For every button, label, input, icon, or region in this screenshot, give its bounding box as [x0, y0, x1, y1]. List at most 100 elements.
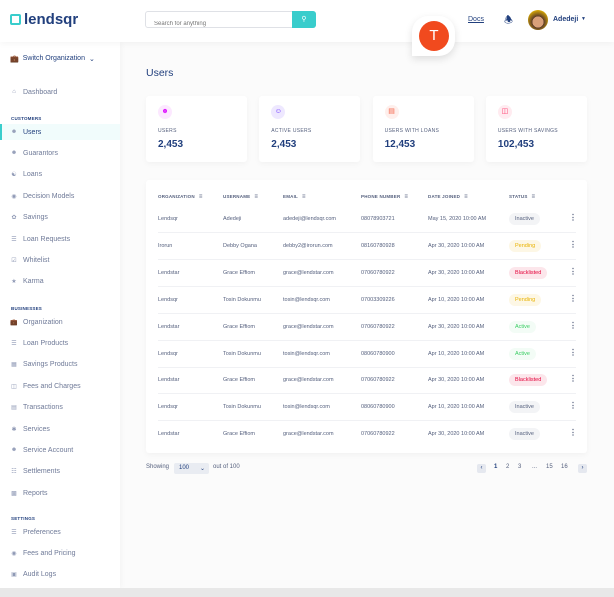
page-3[interactable]: 3: [518, 464, 522, 470]
more-options-icon[interactable]: ⋮: [569, 266, 577, 276]
sidebar-item-label: Loan Requests: [23, 235, 71, 243]
filter-icon[interactable]: ≡: [198, 194, 203, 200]
table-row[interactable]: Lendstar Grace Effiom grace@lendstar.com 07…: [158, 260, 577, 287]
page-15[interactable]: 15: [546, 464, 553, 470]
sidebar-item-services[interactable]: ✱ Services: [0, 421, 120, 437]
cell-date-joined: Apr 30, 2020 10:00 AM: [428, 242, 485, 249]
bell-icon[interactable]: 🕭: [504, 15, 513, 26]
more-options-icon[interactable]: ⋮: [569, 293, 577, 303]
filter-icon[interactable]: ≡: [404, 194, 409, 200]
table-row[interactable]: Lendstar Grace Effiom grace@lendstar.com 07…: [158, 314, 577, 341]
table-row[interactable]: Lendstar Grace Effiom grace@lendstar.com 07…: [158, 367, 577, 395]
filter-icon[interactable]: ≡: [254, 194, 259, 200]
prev-page-button[interactable]: ‹: [477, 464, 486, 473]
bottom-bar: [0, 588, 614, 597]
sidebar-item-loan-products[interactable]: ☰ Loan Products: [0, 335, 120, 351]
sidebar-item-reports[interactable]: ▩ Reports: [0, 485, 120, 501]
docs-link[interactable]: Docs: [468, 16, 484, 23]
sidebar-item-settlements[interactable]: ☷ Settlements: [0, 464, 120, 480]
table-row[interactable]: Lendsqr Tosin Dokunmu tosin@lendsqr.com 070…: [158, 287, 577, 314]
status-badge: Inactive: [509, 213, 540, 225]
cell-organization: Lendstar: [158, 377, 180, 384]
column-header-phone-number[interactable]: PHONE NUMBER ≡: [361, 194, 408, 200]
sidebar-item-organization[interactable]: 💼 Organization: [0, 314, 120, 330]
more-options-icon[interactable]: ⋮: [569, 374, 577, 384]
cell-email: tosin@lendsqr.com: [283, 296, 330, 303]
status-badge: Inactive: [509, 428, 540, 441]
sidebar-item-decision-models[interactable]: ◉ Decision Models: [0, 188, 120, 204]
filter-icon[interactable]: ≡: [531, 194, 536, 200]
sidebar-item-transactions[interactable]: ▤ Transactions: [0, 400, 120, 416]
column-header-label: STATUS: [509, 194, 528, 199]
sidebar-item-audit-logs[interactable]: ▣ Audit Logs: [0, 567, 120, 583]
column-header-label: ORGANIZATION: [158, 194, 195, 199]
table-row[interactable]: Lendsqr Tosin Dokunmu tosin@lendsqr.com 080…: [158, 394, 577, 422]
sidebar-item-guarantors[interactable]: ☻ Guarantors: [0, 145, 120, 161]
cell-date-joined: Apr 30, 2020 10:00 AM: [428, 377, 485, 384]
cell-email: grace@lendstar.com: [283, 323, 334, 330]
table-row[interactable]: Lendsqr Tosin Dokunmu tosin@lendsqr.com 080…: [158, 341, 577, 368]
sidebar-item-loan-requests[interactable]: ☰ Loan Requests: [0, 231, 120, 247]
per-page-select[interactable]: 100 ⌄: [174, 463, 209, 474]
cell-email: tosin@lendsqr.com: [283, 404, 330, 411]
sidebar-item-service-account[interactable]: ☻ Service Account: [0, 442, 120, 458]
column-header-date-joined[interactable]: DATE JOINED ≡: [428, 194, 468, 200]
logo[interactable]: lendsqr: [10, 11, 78, 28]
user-name[interactable]: Adedeji: [553, 16, 579, 23]
table-row[interactable]: Irorun Debby Ogana debby2@irorun.com 081607…: [158, 233, 577, 260]
users-icon: ☻: [10, 129, 18, 135]
more-options-icon[interactable]: ⋮: [569, 239, 577, 249]
chevron-down-icon: ⌄: [88, 56, 95, 63]
more-options-icon[interactable]: ⋮: [569, 213, 577, 222]
next-page-button[interactable]: ›: [578, 464, 587, 473]
sidebar-item-fees-and-charges[interactable]: ◫ Fees and Charges: [0, 378, 120, 394]
cell-organization: Lendsqr: [158, 404, 178, 411]
sidebar-item-label: Audit Logs: [23, 571, 57, 579]
page-16[interactable]: 16: [561, 464, 568, 470]
loans-icon: ☯: [11, 172, 17, 179]
table-row[interactable]: Lendstar Grace Effiom grace@lendstar.com 07…: [158, 421, 577, 448]
status-badge: Inactive: [509, 401, 540, 414]
caret-down-icon[interactable]: ▼: [581, 16, 586, 22]
sidebar-item-users[interactable]: ☻ Users: [0, 124, 120, 140]
sidebar-item-karma[interactable]: ★ Karma: [0, 274, 120, 290]
page-1[interactable]: 1: [494, 464, 498, 470]
column-header-email[interactable]: EMAIL ≡: [283, 194, 306, 200]
column-header-username[interactable]: USERNAME ≡: [223, 194, 258, 200]
avatar[interactable]: [528, 10, 548, 30]
cell-email: grace@lendstar.com: [283, 431, 334, 438]
sidebar-item-label: Savings: [23, 214, 48, 222]
table-row[interactable]: Lendsqr Adedeji adedeji@lendsqr.com 0807890…: [158, 206, 577, 233]
cell-organization: Lendstar: [158, 431, 180, 438]
floating-avatar[interactable]: T: [412, 16, 455, 56]
cell-organization: Lendsqr: [158, 216, 178, 222]
sidebar-item-label: Loan Products: [23, 339, 69, 347]
more-options-icon[interactable]: ⋮: [569, 428, 577, 438]
sidebar-item-label: Karma: [23, 278, 44, 286]
cell-username: Tosin Dokunmu: [223, 404, 261, 411]
search-input[interactable]: [146, 16, 286, 32]
sidebar-item-savings[interactable]: ✿ Savings: [0, 210, 120, 226]
status-badge: Active: [509, 320, 536, 333]
column-header-organization[interactable]: ORGANIZATION ≡: [158, 194, 203, 200]
search-button[interactable]: ⚲: [292, 11, 316, 28]
sidebar-item-whitelist[interactable]: ☑ Whitelist: [0, 252, 120, 268]
search-bar: ⚲: [145, 11, 316, 32]
more-options-icon[interactable]: ⋮: [569, 320, 577, 330]
sidebar-item-preferences[interactable]: ☰ Preferences: [0, 524, 120, 540]
cell-phone-number: 08160780928: [361, 242, 395, 249]
cell-phone-number: 08060780900: [361, 404, 395, 411]
sidebar-item-loans[interactable]: ☯ Loans: [0, 167, 120, 183]
switch-organization[interactable]: 💼 Switch Organization ⌄: [10, 55, 95, 63]
filter-icon[interactable]: ≡: [302, 194, 306, 200]
sidebar-item-savings-products[interactable]: ▦ Savings Products: [0, 357, 120, 373]
more-options-icon[interactable]: ⋮: [569, 401, 577, 411]
transactions-icon: ▤: [11, 405, 17, 412]
filter-icon[interactable]: ≡: [464, 194, 468, 200]
sidebar-section-businesses: BUSINESSES: [11, 306, 43, 311]
sidebar-item-dashboard[interactable]: ⌂ Dashboard: [0, 84, 120, 100]
column-header-status[interactable]: STATUS ≡: [509, 194, 535, 200]
page-2[interactable]: 2: [506, 464, 510, 470]
more-options-icon[interactable]: ⋮: [569, 347, 577, 357]
sidebar-item-fees-and-pricing[interactable]: ◉ Fees and Pricing: [0, 545, 120, 561]
